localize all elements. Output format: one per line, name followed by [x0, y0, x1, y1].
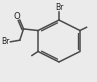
Text: Br: Br	[1, 37, 10, 46]
Text: Br: Br	[55, 3, 63, 12]
Text: O: O	[14, 12, 21, 21]
